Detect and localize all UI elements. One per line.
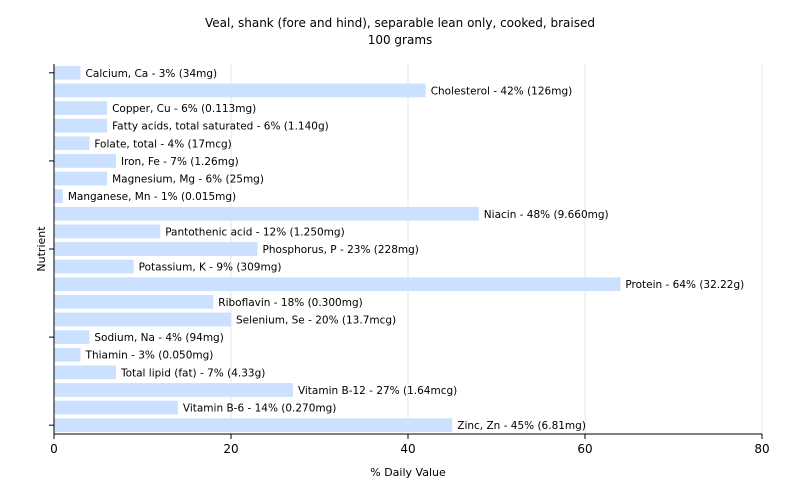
bar <box>54 242 258 256</box>
bar <box>54 154 116 168</box>
bar <box>54 224 161 239</box>
bar <box>54 171 108 186</box>
bar <box>54 347 81 362</box>
bar-label: Magnesium, Mg - 6% (25mg) <box>112 174 264 186</box>
bar-label: Total lipid (fat) - 7% (4.33g) <box>120 367 265 379</box>
bar-label: Fatty acids, total saturated - 6% (1.140… <box>112 121 329 133</box>
bar-label: Selenium, Se - 20% (13.7mcg) <box>236 314 396 326</box>
bar-label: Niacin - 48% (9.660mg) <box>484 209 609 221</box>
x-tick-label: 20 <box>223 442 238 456</box>
bar <box>54 118 108 133</box>
bar <box>54 136 90 151</box>
axis-layer: 0 20 40 60 80 <box>49 64 770 456</box>
bar <box>54 65 81 80</box>
bar-label: Copper, Cu - 6% (0.113mg) <box>112 103 256 115</box>
bar <box>54 312 231 327</box>
bar-label: Vitamin B-12 - 27% (1.64mcg) <box>298 385 457 397</box>
bar-label: Manganese, Mn - 1% (0.015mg) <box>68 191 236 203</box>
bar-label: Pantothenic acid - 12% (1.250mg) <box>165 226 344 238</box>
bar <box>54 400 178 415</box>
bar-label: Phosphorus, P - 23% (228mg) <box>263 244 419 256</box>
bar-label: Calcium, Ca - 3% (34mg) <box>86 68 218 80</box>
bar-label: Sodium, Na - 4% (94mg) <box>94 332 223 344</box>
bar-label: Zinc, Zn - 45% (6.81mg) <box>457 420 586 432</box>
y-axis-title: Nutrient <box>35 226 48 272</box>
bar-label: Cholesterol - 42% (126mg) <box>431 85 573 97</box>
x-axis-title: % Daily Value <box>370 466 446 479</box>
bar <box>54 101 108 115</box>
chart-title: Veal, shank (fore and hind), separable l… <box>205 16 595 30</box>
bar-label: Folate, total - 4% (17mcg) <box>94 138 231 150</box>
bar-label: Thiamin - 3% (0.050mg) <box>85 350 214 362</box>
bar-label: Iron, Fe - 7% (1.26mg) <box>121 156 239 168</box>
bar <box>54 277 621 292</box>
bar-label: Vitamin B-6 - 14% (0.270mg) <box>183 403 337 415</box>
bar-label: Potassium, K - 9% (309mg) <box>139 262 282 274</box>
x-tick-label: 0 <box>50 442 58 456</box>
bar <box>54 206 479 221</box>
bar-label: Protein - 64% (32.22g) <box>625 279 744 291</box>
x-tick-label: 60 <box>577 442 592 456</box>
bar-label: Riboflavin - 18% (0.300mg) <box>218 297 362 309</box>
bar <box>54 259 134 274</box>
bar <box>54 294 214 309</box>
bar <box>54 383 293 397</box>
bar <box>54 365 116 380</box>
x-tick-label: 80 <box>754 442 769 456</box>
bar <box>54 189 63 204</box>
bar-layer: Calcium, Ca - 3% (34mg) Cholesterol - 42%… <box>54 65 744 433</box>
x-tick-label: 40 <box>400 442 415 456</box>
bar <box>54 418 453 433</box>
chart-subtitle: 100 grams <box>368 33 433 47</box>
bar <box>54 83 426 98</box>
bar <box>54 330 90 344</box>
